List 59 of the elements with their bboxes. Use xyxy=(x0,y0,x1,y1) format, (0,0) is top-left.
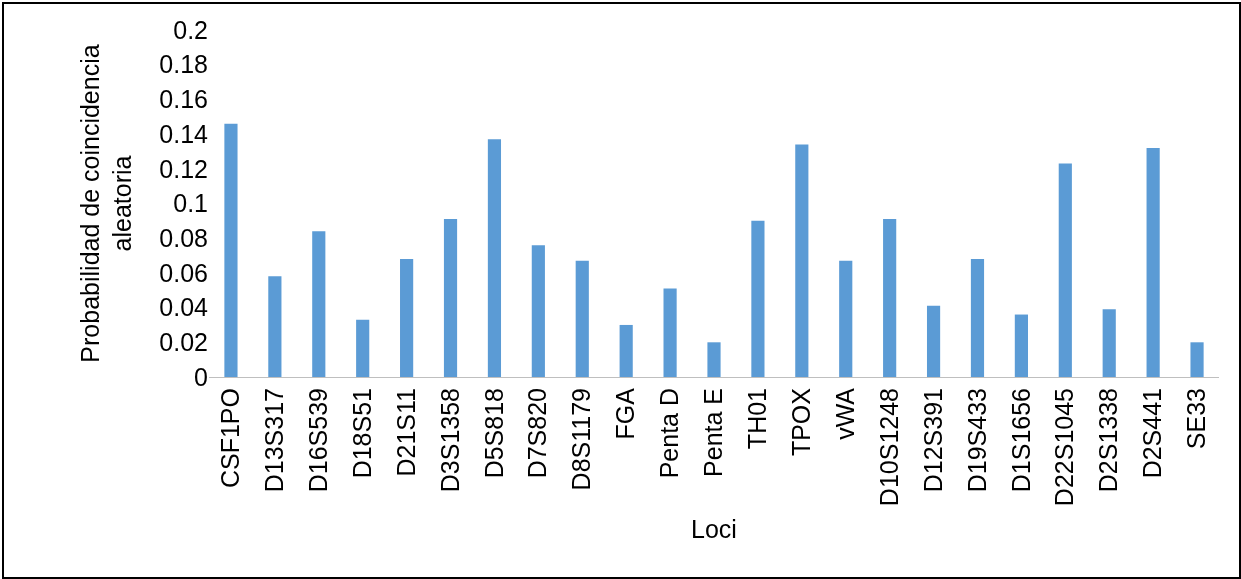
x-tick-label: D10S1248 xyxy=(874,388,903,507)
x-tick-label: TH01 xyxy=(743,388,772,450)
y-tick-label: 0.14 xyxy=(159,119,209,148)
bar xyxy=(1014,314,1028,377)
x-tick-label: D7S820 xyxy=(523,388,552,479)
y-tick-label: 0.08 xyxy=(159,223,208,252)
y-tick-label: 0.2 xyxy=(173,15,208,44)
y-tick-label: 0.18 xyxy=(159,50,208,79)
x-tick-label: D22S1045 xyxy=(1050,388,1079,507)
x-tick-label: Penta D xyxy=(655,388,684,479)
x-tick-label: SE33 xyxy=(1182,388,1211,450)
x-tick-label: FGA xyxy=(611,387,640,440)
bar xyxy=(883,219,897,377)
bar xyxy=(751,220,765,377)
x-tick-label: D1S1656 xyxy=(1006,388,1035,493)
x-tick-label: CSF1PO xyxy=(216,388,245,489)
bar xyxy=(1146,147,1160,377)
y-tick-label: 0.06 xyxy=(159,258,208,287)
bar xyxy=(1058,163,1072,377)
bar xyxy=(312,231,326,377)
bar xyxy=(839,260,853,377)
bar xyxy=(795,144,809,377)
x-tick-label: D8S1179 xyxy=(567,388,596,491)
x-tick-label: D16S539 xyxy=(303,388,332,493)
x-tick-label: D2S1338 xyxy=(1094,388,1123,493)
y-tick-label: 0.16 xyxy=(159,85,208,114)
x-tick-label: Penta E xyxy=(699,388,728,477)
x-tick-label: D12S391 xyxy=(918,388,947,493)
bar xyxy=(356,319,370,377)
x-tick-label: D21S11 xyxy=(391,388,420,477)
x-tick-label: D3S1358 xyxy=(435,388,464,493)
y-tick-label: 0.1 xyxy=(173,189,208,218)
x-tick-label: D13S317 xyxy=(259,388,288,493)
x-tick-label: vWA xyxy=(830,387,859,440)
bar xyxy=(531,245,545,377)
bar xyxy=(663,288,677,377)
bar xyxy=(268,276,282,377)
bar xyxy=(1190,342,1204,377)
x-axis-title: Loci xyxy=(691,515,737,544)
bar xyxy=(487,139,502,377)
bar xyxy=(619,324,633,377)
y-tick-label: 0.04 xyxy=(159,293,209,322)
y-tick-label: 0 xyxy=(194,362,208,391)
x-tick-label: D5S818 xyxy=(479,388,508,479)
bar xyxy=(707,342,721,377)
bar xyxy=(224,123,238,377)
bar xyxy=(970,259,985,377)
x-tick-label: D19S433 xyxy=(962,388,991,493)
bar xyxy=(1102,309,1116,377)
x-tick-label: TPOX xyxy=(786,387,815,457)
y-tick-label: 0.12 xyxy=(159,154,208,183)
bar xyxy=(443,219,458,377)
y-axis-title: Probabilidad de coincidencia aleatoria xyxy=(75,44,137,363)
bar xyxy=(926,305,941,377)
x-tick-label: D2S441 xyxy=(1138,388,1167,479)
y-tick-label: 0.02 xyxy=(159,328,208,357)
x-tick-label: D18S51 xyxy=(347,388,376,479)
bar xyxy=(400,259,414,377)
bar xyxy=(575,260,589,377)
